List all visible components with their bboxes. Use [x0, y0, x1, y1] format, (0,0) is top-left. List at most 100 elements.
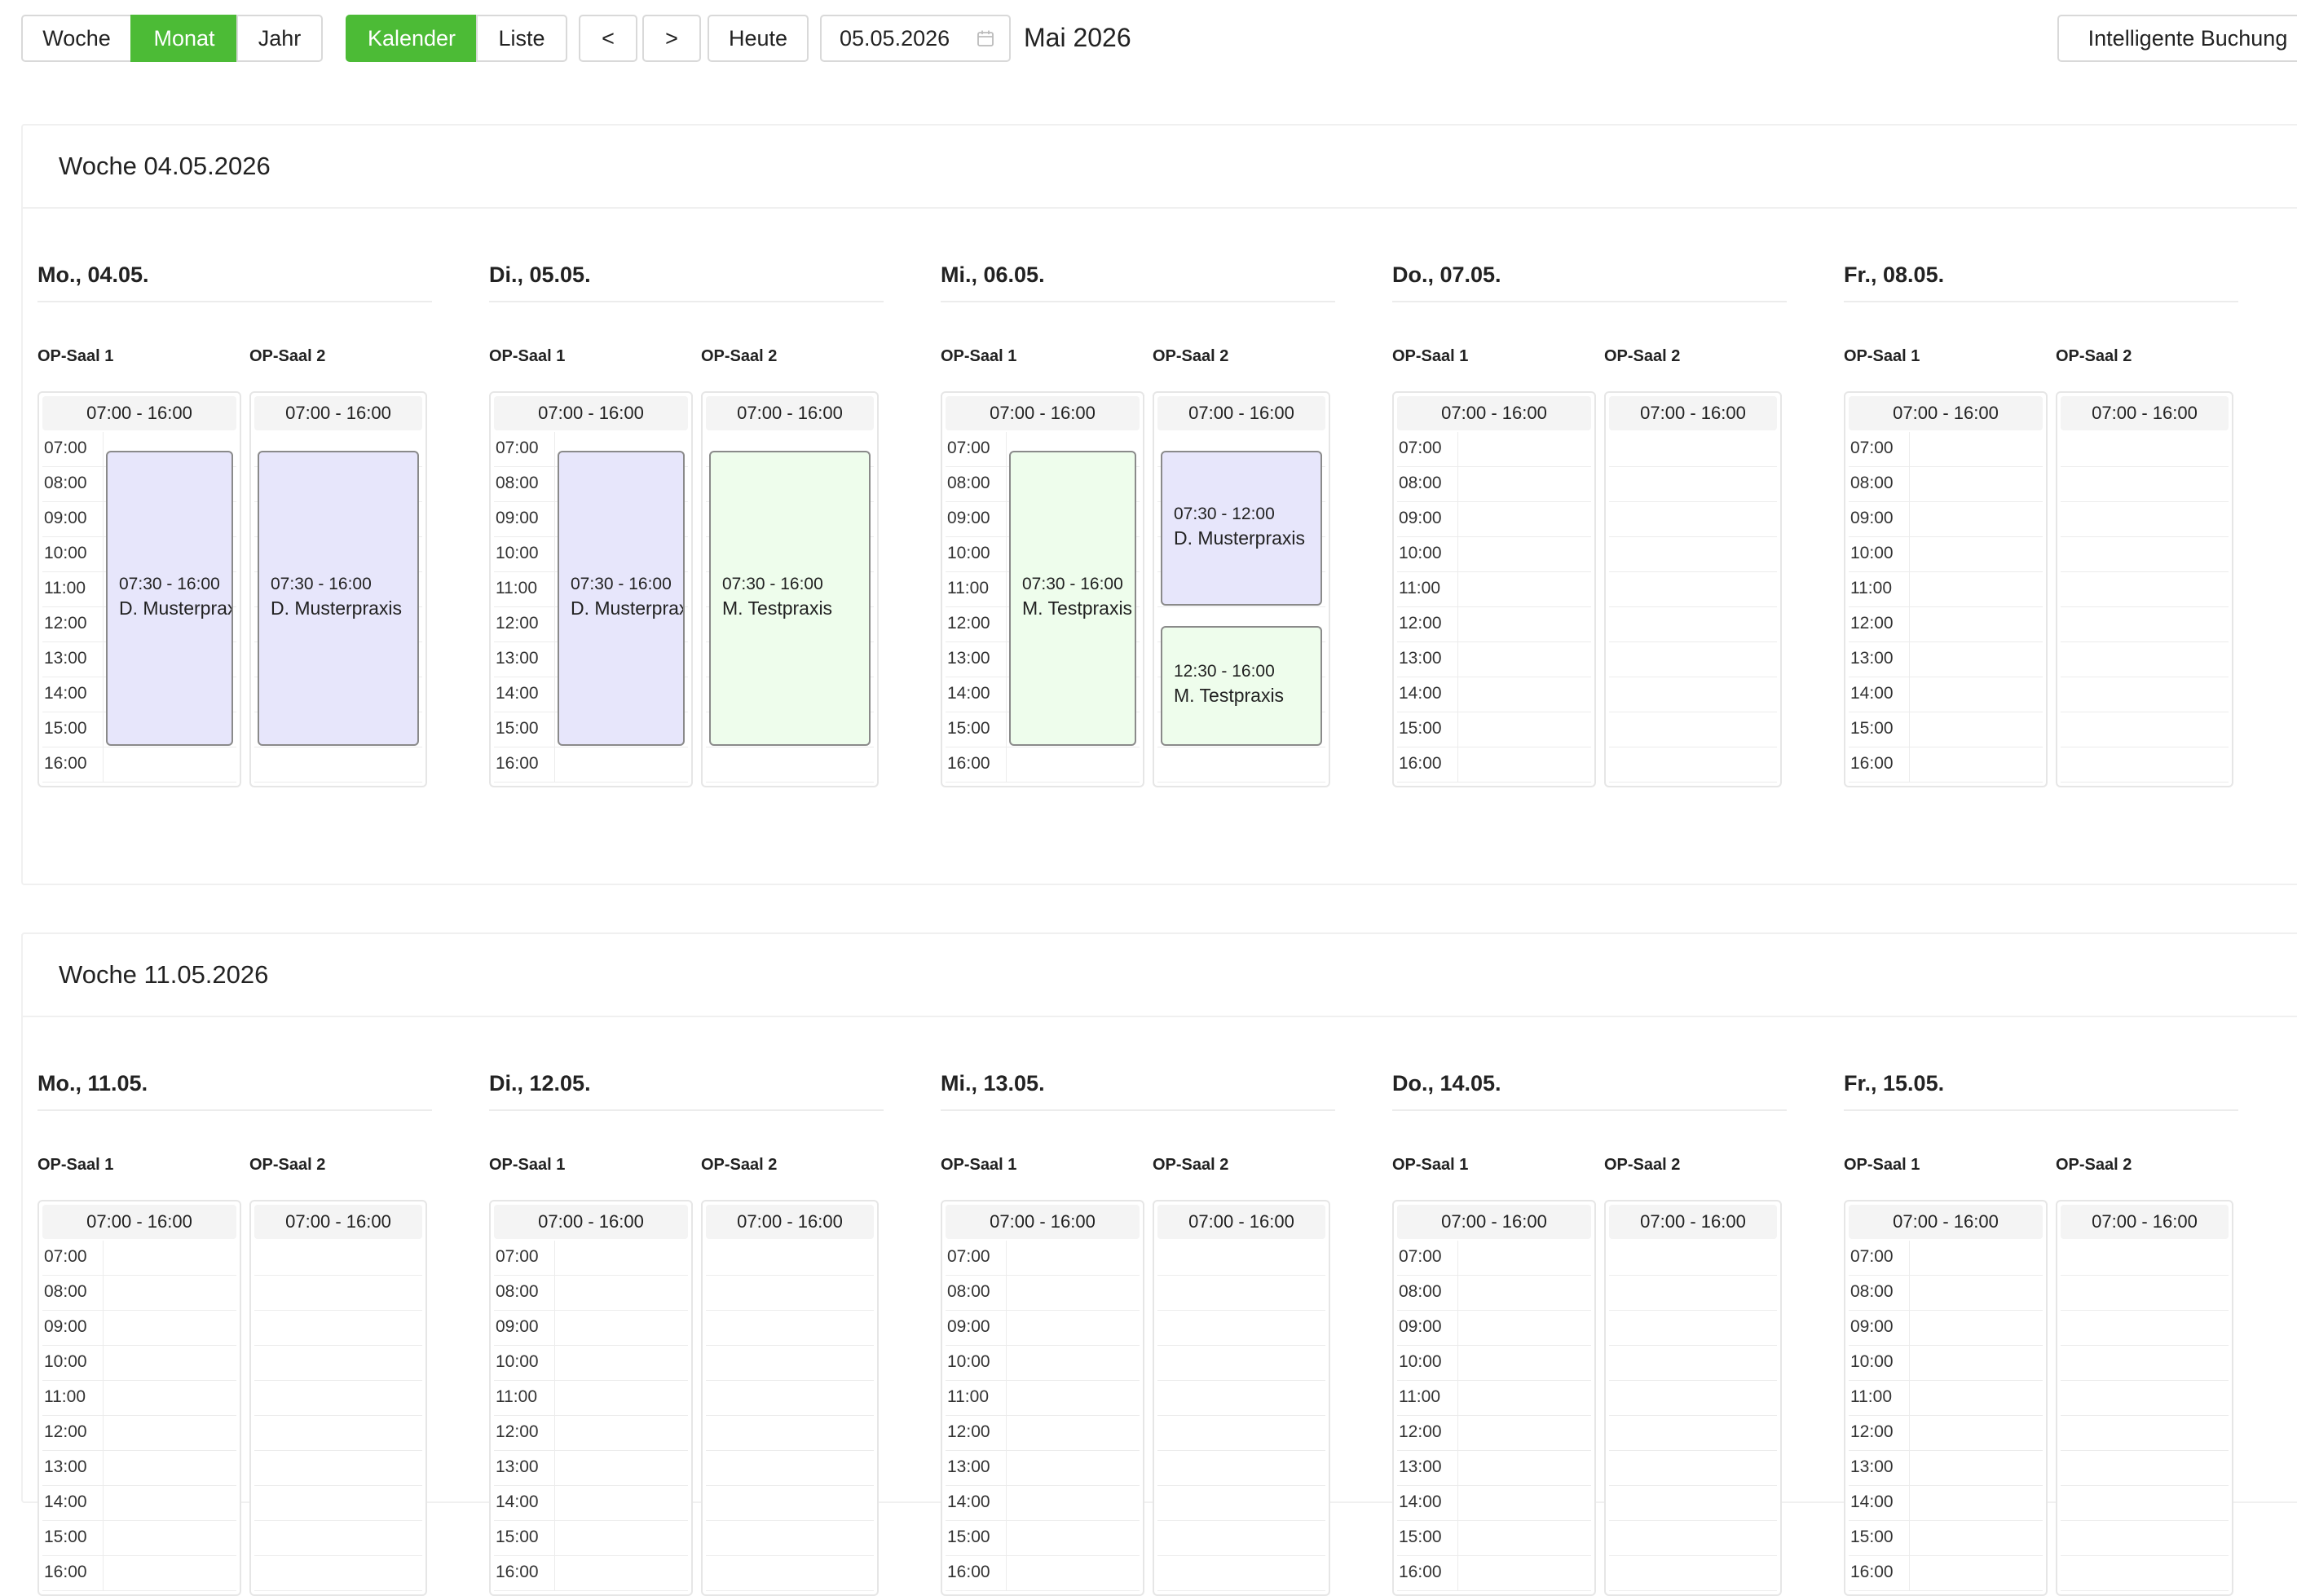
time-slot[interactable] — [1157, 1311, 1325, 1346]
time-slot[interactable] — [1609, 1486, 1777, 1521]
time-slot[interactable] — [706, 1381, 874, 1416]
time-slot[interactable]: 11:00 — [1849, 1381, 2043, 1416]
time-slot[interactable] — [2061, 572, 2229, 607]
time-slot[interactable]: 09:00 — [1397, 1311, 1591, 1346]
time-slot[interactable]: 12:00 — [1397, 607, 1591, 642]
time-slot[interactable] — [706, 1556, 874, 1591]
time-slot[interactable] — [2061, 1311, 2229, 1346]
booking-event[interactable]: 07:30 - 12:00 D. Musterpraxis — [1161, 450, 1322, 606]
time-slot[interactable]: 08:00 — [1397, 1276, 1591, 1311]
time-slot[interactable] — [706, 712, 874, 747]
time-slot[interactable]: 14:00 — [946, 1486, 1140, 1521]
time-slot[interactable]: 12:00 — [42, 1416, 236, 1451]
time-slot[interactable] — [1609, 1521, 1777, 1556]
time-slot[interactable] — [706, 747, 874, 783]
time-slot[interactable]: 15:00 — [1849, 712, 2043, 747]
time-slot[interactable]: 15:00 — [1397, 1521, 1591, 1556]
time-slot[interactable] — [1157, 1451, 1325, 1486]
booking-event[interactable]: 07:30 - 16:00 D. Musterpraxis — [258, 450, 419, 746]
time-slot[interactable]: 15:00 — [494, 1521, 688, 1556]
time-slot[interactable] — [1157, 1381, 1325, 1416]
time-slot[interactable] — [254, 1241, 422, 1276]
time-slot[interactable]: 14:00 — [494, 1486, 688, 1521]
time-slot[interactable] — [1609, 1416, 1777, 1451]
time-slot[interactable]: 08:00 — [1849, 1276, 2043, 1311]
time-slot[interactable]: 11:00 — [1849, 572, 2043, 607]
time-slot[interactable]: 14:00 — [42, 1486, 236, 1521]
time-slot[interactable] — [254, 747, 422, 783]
time-slot[interactable] — [2061, 747, 2229, 783]
time-slot[interactable] — [2061, 1276, 2229, 1311]
time-slot[interactable]: 13:00 — [494, 1451, 688, 1486]
time-slot[interactable] — [2061, 1346, 2229, 1381]
time-slot[interactable] — [2061, 1241, 2229, 1276]
time-slot[interactable] — [1609, 1276, 1777, 1311]
time-slot[interactable]: 09:00 — [1849, 1311, 2043, 1346]
time-slot[interactable]: 07:00 — [1397, 1241, 1591, 1276]
time-slot[interactable]: 10:00 — [42, 1346, 236, 1381]
time-slot[interactable]: 16:00 — [494, 747, 688, 783]
view-month-button[interactable]: Monat — [130, 15, 238, 62]
time-slot[interactable]: 13:00 — [1849, 642, 2043, 677]
time-slot[interactable]: 16:00 — [946, 1556, 1140, 1591]
time-slot[interactable]: 07:00 — [1849, 1241, 2043, 1276]
time-slot[interactable]: 16:00 — [1849, 1556, 2043, 1591]
time-slot[interactable]: 11:00 — [42, 1381, 236, 1416]
time-slot[interactable]: 16:00 — [42, 1556, 236, 1591]
list-mode-button[interactable]: Liste — [476, 15, 567, 62]
time-slot[interactable]: 15:00 — [946, 712, 1140, 747]
time-slot[interactable] — [2061, 537, 2229, 572]
time-slot[interactable]: 09:00 — [1397, 502, 1591, 537]
time-slot[interactable]: 08:00 — [946, 1276, 1140, 1311]
time-slot[interactable] — [2061, 432, 2229, 467]
time-slot[interactable] — [254, 1486, 422, 1521]
time-slot[interactable]: 14:00 — [1849, 677, 2043, 712]
time-slot[interactable] — [1157, 712, 1325, 747]
time-slot[interactable] — [254, 1276, 422, 1311]
time-slot[interactable] — [706, 1311, 874, 1346]
view-week-button[interactable]: Woche — [21, 15, 132, 62]
time-slot[interactable] — [1157, 1241, 1325, 1276]
time-slot[interactable]: 14:00 — [1849, 1486, 2043, 1521]
time-slot[interactable]: 09:00 — [494, 1311, 688, 1346]
time-slot[interactable]: 12:00 — [1849, 607, 2043, 642]
time-slot[interactable] — [1157, 1556, 1325, 1591]
time-slot[interactable] — [2061, 502, 2229, 537]
time-slot[interactable] — [1609, 607, 1777, 642]
time-slot[interactable] — [1157, 572, 1325, 607]
time-slot[interactable]: 07:00 — [1397, 432, 1591, 467]
time-slot[interactable] — [1609, 572, 1777, 607]
time-slot[interactable] — [2061, 677, 2229, 712]
time-slot[interactable]: 08:00 — [1397, 467, 1591, 502]
time-slot[interactable] — [2061, 1521, 2229, 1556]
time-slot[interactable]: 07:00 — [494, 1241, 688, 1276]
time-slot[interactable] — [2061, 1486, 2229, 1521]
time-slot[interactable]: 11:00 — [946, 1381, 1140, 1416]
time-slot[interactable] — [706, 1416, 874, 1451]
booking-event[interactable]: 07:30 - 16:00 M. Testpraxis — [709, 450, 871, 746]
time-slot[interactable] — [254, 1521, 422, 1556]
time-slot[interactable] — [1609, 1451, 1777, 1486]
time-slot[interactable] — [706, 1521, 874, 1556]
time-slot[interactable]: 13:00 — [946, 1451, 1140, 1486]
time-slot[interactable] — [1609, 537, 1777, 572]
time-slot[interactable] — [706, 1241, 874, 1276]
time-slot[interactable]: 13:00 — [42, 1451, 236, 1486]
time-slot[interactable] — [254, 1381, 422, 1416]
time-slot[interactable]: 07:00 — [946, 1241, 1140, 1276]
time-slot[interactable]: 16:00 — [494, 1556, 688, 1591]
time-slot[interactable] — [254, 1346, 422, 1381]
time-slot[interactable]: 08:00 — [494, 1276, 688, 1311]
booking-event[interactable]: 07:30 - 16:00 M. Testpraxis — [1009, 450, 1136, 746]
date-picker-input[interactable]: 05.05.2026 — [820, 15, 1011, 62]
time-slot[interactable]: 08:00 — [1849, 467, 2043, 502]
booking-event[interactable]: 07:30 - 16:00 D. Musterpraxis — [106, 450, 233, 746]
time-slot[interactable]: 13:00 — [1397, 642, 1591, 677]
time-slot[interactable] — [1609, 1381, 1777, 1416]
time-slot[interactable] — [2061, 642, 2229, 677]
time-slot[interactable] — [1609, 1556, 1777, 1591]
time-slot[interactable] — [1609, 1346, 1777, 1381]
time-slot[interactable]: 07:00 — [42, 1241, 236, 1276]
time-slot[interactable]: 15:00 — [946, 1521, 1140, 1556]
time-slot[interactable]: 12:00 — [1397, 1416, 1591, 1451]
